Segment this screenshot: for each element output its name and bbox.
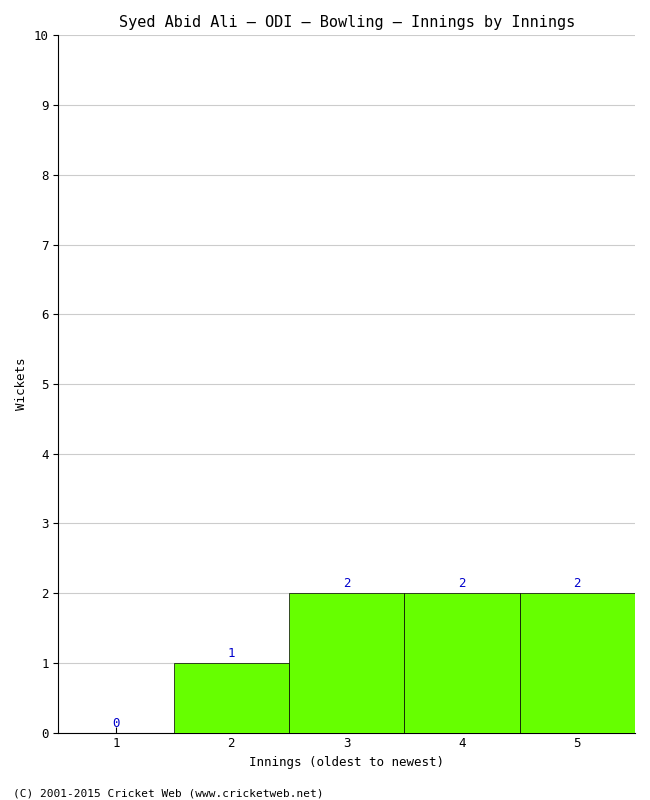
Text: 2: 2 — [573, 578, 581, 590]
Text: (C) 2001-2015 Cricket Web (www.cricketweb.net): (C) 2001-2015 Cricket Web (www.cricketwe… — [13, 788, 324, 798]
Y-axis label: Wickets: Wickets — [15, 358, 28, 410]
Title: Syed Abid Ali – ODI – Bowling – Innings by Innings: Syed Abid Ali – ODI – Bowling – Innings … — [118, 15, 575, 30]
Bar — [289, 593, 404, 733]
X-axis label: Innings (oldest to newest): Innings (oldest to newest) — [249, 756, 444, 769]
Text: 2: 2 — [343, 578, 350, 590]
Text: 0: 0 — [112, 717, 120, 730]
Bar — [174, 663, 289, 733]
Bar — [404, 593, 519, 733]
Bar — [519, 593, 635, 733]
Text: 1: 1 — [227, 647, 235, 660]
Text: 2: 2 — [458, 578, 466, 590]
